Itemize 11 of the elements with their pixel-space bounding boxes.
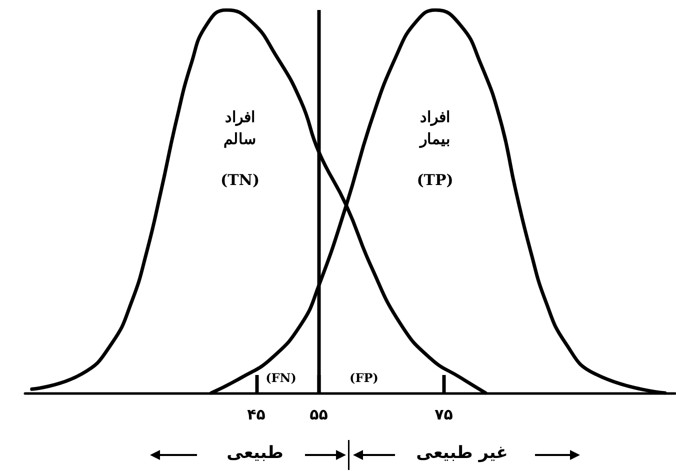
text: غیر طبیعی <box>416 443 508 463</box>
x-tick-label: ۴۵ <box>247 406 266 424</box>
annotation: (FP) <box>350 371 378 385</box>
annotation: (FN) <box>266 371 296 385</box>
annotation: افراد بیمار <box>419 108 450 148</box>
annotation: افراد سالم <box>224 108 256 148</box>
annotation: (TP) <box>416 171 454 189</box>
x-tick-label: ۷۵ <box>434 406 453 424</box>
text: طبیعی <box>226 443 284 463</box>
annotation: (TN) <box>220 171 260 189</box>
x-tick-label: ۵۵ <box>310 406 328 424</box>
